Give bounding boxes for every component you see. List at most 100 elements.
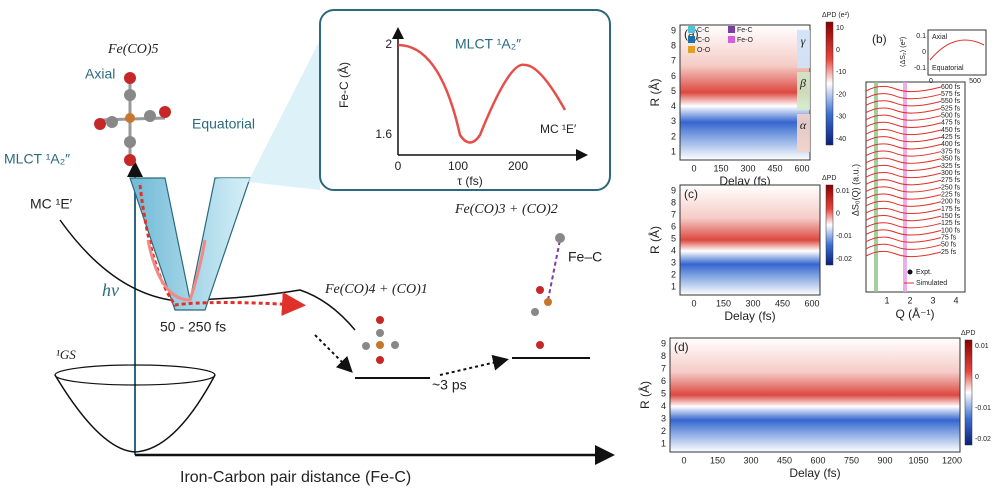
trace bbox=[865, 129, 942, 136]
legend-swatch bbox=[728, 36, 735, 43]
trace bbox=[865, 193, 942, 200]
region-label: α bbox=[800, 118, 807, 132]
delay-label: 325 fs bbox=[941, 163, 961, 170]
delay-label: 300 fs bbox=[941, 170, 961, 177]
y-tick-label: 4 bbox=[661, 401, 666, 411]
inset-x-label: τ (fs) bbox=[457, 174, 482, 188]
trace bbox=[865, 215, 942, 222]
x-tick-label: 450 bbox=[777, 455, 792, 465]
highlight bbox=[874, 82, 878, 292]
legend-swatch bbox=[728, 26, 735, 33]
trace bbox=[865, 200, 942, 207]
region-box bbox=[797, 114, 810, 152]
y-tick-label: 1 bbox=[661, 438, 666, 448]
legend-label: O-O bbox=[697, 47, 711, 54]
x-tick-label: 1 bbox=[884, 295, 889, 305]
x-tick-label: 150 bbox=[716, 298, 731, 308]
ground-rim bbox=[54, 364, 216, 386]
delay-label: 350 fs bbox=[941, 156, 961, 163]
equatorial-label: Equatorial bbox=[192, 116, 255, 132]
colorbar-tick: -10 bbox=[836, 69, 846, 76]
inset-x-tick: 500 bbox=[969, 78, 981, 85]
legend-label: Simulated bbox=[916, 280, 947, 287]
molecule bbox=[362, 316, 399, 364]
legend-swatch bbox=[688, 36, 695, 43]
trace bbox=[865, 136, 942, 143]
x-axis-label: Delay (fs) bbox=[724, 309, 775, 323]
hv-label: hν bbox=[102, 280, 119, 300]
y-tick-label: 9 bbox=[671, 185, 676, 195]
trace bbox=[865, 157, 942, 164]
inset-y-tick: -0.1 bbox=[914, 65, 926, 72]
y-tick-label: 3 bbox=[661, 413, 666, 423]
mc-curve bbox=[59, 219, 356, 331]
y-axis-label: R (Å) bbox=[637, 381, 652, 409]
delay-label: 425 fs bbox=[941, 134, 961, 141]
y-tick-label: 8 bbox=[661, 351, 666, 361]
x-tick-label: 0 bbox=[691, 298, 696, 308]
y-tick-label: 3 bbox=[671, 116, 676, 126]
colorbar-tick: 0 bbox=[836, 211, 840, 218]
product-label: Fe(CO)4 + (CO)1 bbox=[324, 282, 428, 297]
inset-axial: Axial bbox=[932, 34, 948, 41]
x-tick-label: 150 bbox=[713, 163, 728, 173]
trace bbox=[865, 93, 942, 100]
y-tick-label: 6 bbox=[671, 71, 676, 81]
inset-x-tick: 0 bbox=[929, 78, 933, 85]
legend-swatch bbox=[688, 46, 695, 53]
inset-y-tick: 0 bbox=[922, 49, 926, 56]
ground-well bbox=[54, 374, 216, 453]
delay-label: 125 fs bbox=[941, 220, 961, 227]
frame bbox=[669, 337, 961, 453]
molecule bbox=[94, 72, 171, 166]
trace bbox=[865, 100, 942, 107]
x-tick-label: 450 bbox=[767, 163, 782, 173]
delay-label: 100 fs bbox=[941, 227, 961, 234]
x-tick-label: 600 bbox=[804, 298, 819, 308]
panels: 1 2 3 4 5 6 7 8 9 0 150 3 0 0 450 600 Delay (fs) R (Å) (a)… bbox=[637, 12, 991, 480]
slow-time-label: ~3 ps bbox=[432, 377, 467, 393]
y-tick-label: 8 bbox=[671, 197, 676, 207]
colorbar-tick: 0.01 bbox=[975, 343, 989, 350]
x-axis-label: Iron-Carbon pair distance (Fe-C) bbox=[180, 469, 411, 486]
trace bbox=[865, 172, 942, 179]
panel-label: (b) bbox=[872, 32, 887, 46]
y-tick-label: 2 bbox=[661, 426, 666, 436]
colorbar-tick: 10 bbox=[836, 25, 844, 32]
heatmap bbox=[670, 338, 960, 452]
trace bbox=[865, 250, 942, 258]
legend-swatch bbox=[688, 26, 695, 33]
y-tick-label: 2 bbox=[671, 131, 676, 141]
delay-label: 475 fs bbox=[941, 120, 961, 127]
colorbar-tick: -30 bbox=[836, 114, 846, 121]
x-tick-label: 0 bbox=[681, 455, 686, 465]
x-tick-label: 3 bbox=[930, 295, 935, 305]
legend-marker bbox=[907, 269, 913, 275]
x-tick-label: 1200 bbox=[942, 455, 962, 465]
panel: 1 2 3 4 5 6 7 8 9 0 150 300 450 600 750 900 1050 1200 Dela… bbox=[637, 330, 991, 480]
time-label: 50 - 250 fs bbox=[160, 319, 226, 335]
delay-label: 375 fs bbox=[941, 148, 961, 155]
y-tick-label: 5 bbox=[671, 86, 676, 96]
colorbar-tick: -40 bbox=[836, 136, 846, 143]
panel-label: (a) bbox=[684, 27, 699, 41]
legend-label: C-O bbox=[697, 37, 710, 44]
y-tick-label: 7 bbox=[671, 209, 676, 219]
product-label: Fe(CO)3 + (CO)2 bbox=[454, 202, 558, 217]
oscillation bbox=[146, 239, 207, 302]
trajectory bbox=[138, 184, 306, 316]
trace bbox=[865, 229, 942, 236]
delay-label: 75 fs bbox=[941, 234, 957, 241]
y-axis-label: R (Å) bbox=[647, 226, 662, 254]
x-tick-label: 900 bbox=[877, 455, 892, 465]
x-tick-label: 600 bbox=[794, 163, 809, 173]
mlct-label: MLCT ¹A₂″ bbox=[4, 151, 70, 167]
delay-label: 200 fs bbox=[941, 199, 961, 206]
delay-label: 250 fs bbox=[941, 184, 961, 191]
delay-label: 275 fs bbox=[941, 177, 961, 184]
colorbar-tick: 0 bbox=[975, 374, 979, 381]
colorbar-title: ΔPD bbox=[961, 330, 975, 337]
colorbar-tick: 0.01 bbox=[836, 188, 850, 195]
region-label: γ bbox=[801, 34, 806, 48]
heatmap bbox=[680, 25, 810, 160]
